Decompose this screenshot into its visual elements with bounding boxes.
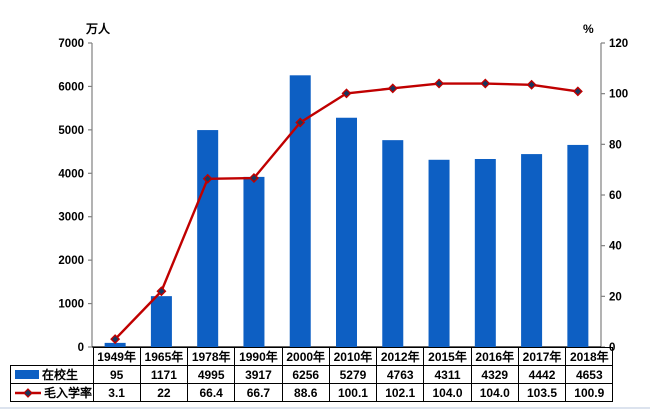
data-table-body: 1949年 1965年 1978年 1990年 2000年 2010年 2012年 2015年…	[10, 347, 614, 402]
value-cell-在校生-2016年: 4329	[470, 365, 519, 384]
bar-2012年	[382, 140, 404, 347]
left-y-axis-tick-label: 3000	[58, 212, 84, 224]
value-cell-毛入学率-2016年: 104.0	[470, 383, 519, 402]
bar-1990年	[243, 176, 265, 347]
legend-key-在校生: 在校生	[10, 365, 94, 384]
legend-key-毛入学率: 毛入学率	[10, 383, 94, 402]
bar-1978年	[197, 130, 219, 347]
value-cell-毛入学率-1949年: 3.1	[92, 383, 141, 402]
legend-key-wrap: 毛入学率	[11, 385, 93, 401]
value-cell-毛入学率-2010年: 100.1	[328, 383, 378, 402]
value-cell-在校生-2017年: 4442	[517, 365, 567, 384]
value-cell-毛入学率-2015年: 104.0	[423, 383, 472, 402]
bar-2018年	[567, 144, 589, 347]
left-y-axis-tick-label: 5000	[58, 125, 84, 137]
table-row-在校生: 在校生 95 1171 4995 3917 6256 5279 4763 4311 4329 444…	[10, 365, 614, 384]
value-cell-在校生-1990年: 3917	[234, 365, 283, 384]
left-y-axis-tick-label: 2000	[58, 255, 84, 267]
left-y-axis-tick-label: 6000	[58, 81, 84, 93]
line-marker-2015年	[434, 78, 445, 89]
bar-2017年	[521, 154, 543, 347]
table-header-row: 1949年 1965年 1978年 1990年 2000年 2010年 2012年 2015年…	[11, 347, 614, 366]
value-cell-毛入学率-2017年: 103.5	[517, 383, 567, 402]
category-header-1990年: 1990年	[234, 347, 283, 366]
right-y-axis-tick-label: 120	[609, 38, 628, 50]
category-header-2018年: 2018年	[565, 347, 614, 366]
table-corner-spacer	[11, 348, 94, 366]
bar-2015年	[428, 159, 450, 347]
right-y-axis-tick-label: 80	[609, 139, 622, 151]
right-y-axis-tick-label: 20	[609, 291, 622, 303]
value-cell-毛入学率-2012年: 102.1	[376, 383, 425, 402]
legend-label: 毛入学率	[44, 386, 93, 400]
left-y-axis-tick-label: 7000	[58, 38, 84, 50]
legend-key-wrap: 在校生	[11, 367, 92, 383]
line-marker-1965年	[156, 286, 167, 297]
value-cell-毛入学率-1990年: 66.7	[234, 383, 283, 402]
line-marker-2000年	[295, 117, 306, 128]
left-y-axis-tick-label: 4000	[58, 168, 84, 180]
category-header-1949年: 1949年	[92, 347, 141, 366]
line-marker-2018年	[572, 86, 583, 97]
left-y-axis-tick-label: 0	[78, 342, 84, 354]
category-header-2016年: 2016年	[470, 347, 519, 366]
value-cell-在校生-1949年: 95	[92, 365, 141, 384]
bar-2000年	[289, 75, 311, 348]
line-marker-2010年	[341, 88, 352, 99]
right-y-axis-tick-label: 40	[609, 241, 622, 253]
data-table: 1949年 1965年 1978年 1990年 2000年 2010年 2012年 2015年…	[10, 347, 614, 402]
category-header-2010年: 2010年	[328, 347, 378, 366]
bar-2016年	[474, 158, 496, 347]
line-marker-2012年	[387, 83, 398, 94]
category-header-2017年: 2017年	[517, 347, 567, 366]
left-y-axis-tick-label: 1000	[58, 299, 84, 311]
value-cell-在校生-2018年: 4653	[565, 365, 614, 384]
category-header-1965年: 1965年	[139, 347, 189, 366]
value-cell-在校生-2010年: 5279	[328, 365, 378, 384]
category-header-2015年: 2015年	[423, 347, 472, 366]
right-y-axis-tick-label: 100	[609, 89, 628, 101]
bar-legend-swatch-icon	[15, 370, 39, 379]
value-cell-毛入学率-2018年: 100.9	[565, 383, 614, 402]
right-y-axis-tick-label: 60	[609, 190, 622, 202]
value-cell-毛入学率-1978年: 66.4	[187, 383, 236, 402]
value-cell-在校生-1978年: 4995	[187, 365, 236, 384]
right-axis-unit-label: %	[583, 22, 594, 36]
line-legend-swatch-icon	[15, 387, 41, 398]
bar-1949年	[104, 342, 126, 347]
value-cell-毛入学率-2000年: 88.6	[281, 383, 330, 402]
legend-label: 在校生	[42, 368, 79, 382]
value-cell-毛入学率-1965年: 22	[139, 383, 189, 402]
category-header-2000年: 2000年	[281, 347, 330, 366]
bar-1965年	[150, 296, 172, 347]
table-row-毛入学率: 毛入学率 3.1 22 66.4 66.7 88.6 100.1 102.1 104.0 104.…	[10, 383, 614, 402]
line-marker-2016年	[480, 78, 491, 89]
value-cell-在校生-2012年: 4763	[376, 365, 425, 384]
value-cell-在校生-2000年: 6256	[281, 365, 330, 384]
value-cell-在校生-1965年: 1171	[139, 365, 189, 384]
category-header-2012年: 2012年	[376, 347, 425, 366]
left-axis-unit-label: 万人	[86, 22, 111, 36]
line-marker-1949年	[110, 334, 121, 345]
value-cell-在校生-2015年: 4311	[423, 365, 472, 384]
category-header-1978年: 1978年	[187, 347, 236, 366]
line-marker-1990年	[248, 173, 259, 184]
line-marker-2017年	[526, 79, 537, 90]
bar-2010年	[336, 117, 357, 347]
line-marker-1978年	[202, 173, 213, 184]
